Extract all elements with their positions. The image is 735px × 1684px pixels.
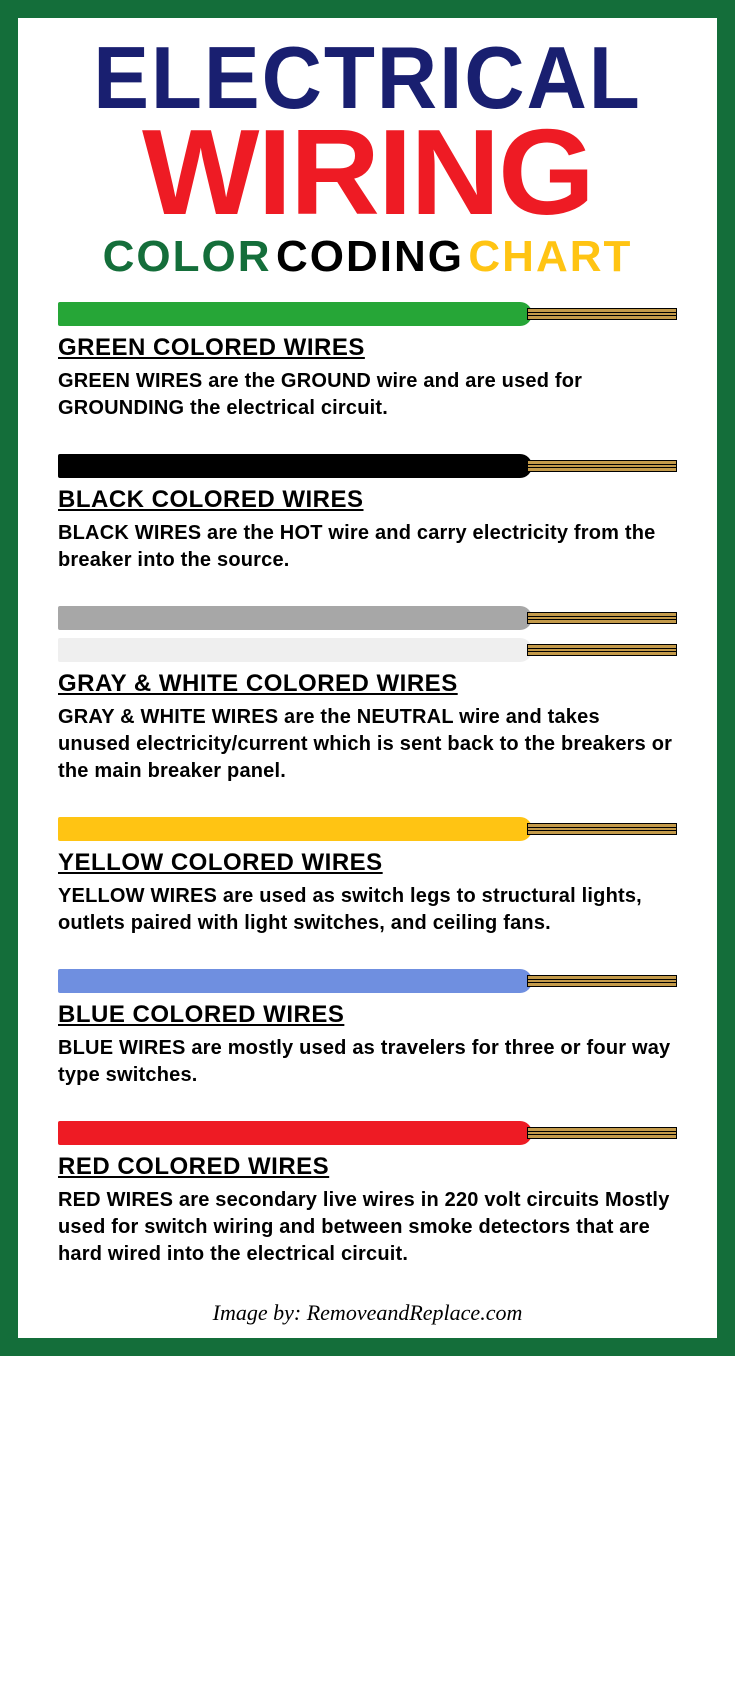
wire-graphic <box>58 638 677 662</box>
wire-graphic <box>58 969 677 993</box>
wire-heading: RED COLORED WIRES <box>58 1153 677 1181</box>
wire-graphic <box>58 817 677 841</box>
wire-section-gray-white: GRAY & WHITE COLORED WIRES GRAY & WHITE W… <box>50 606 685 785</box>
title-line-2: WIRING <box>44 115 692 231</box>
wire-insulation <box>58 606 520 630</box>
wire-conductor <box>527 308 677 320</box>
wire-heading: GRAY & WHITE COLORED WIRES <box>58 670 677 698</box>
image-credit: Image by: RemoveandReplace.com <box>50 1300 685 1330</box>
wire-description: GREEN WIRES are the GROUND wire and are … <box>58 368 677 422</box>
wire-graphic <box>58 1121 677 1145</box>
wire-graphic <box>58 606 677 630</box>
wire-description: GRAY & WHITE WIRES are the NEUTRAL wire … <box>58 704 677 785</box>
wire-conductor <box>527 823 677 835</box>
wire-graphic <box>58 454 677 478</box>
wire-section-red: RED COLORED WIRES RED WIRES are secondary… <box>50 1121 685 1268</box>
wire-conductor <box>527 612 677 624</box>
wire-description: BLACK WIRES are the HOT wire and carry e… <box>58 520 677 574</box>
wire-description: RED WIRES are secondary live wires in 22… <box>58 1187 677 1268</box>
wire-heading: BLACK COLORED WIRES <box>58 486 677 514</box>
wire-section-green: GREEN COLORED WIRES GREEN WIRES are the G… <box>50 302 685 422</box>
title-block: ELECTRICAL WIRING COLOR CODING CHART <box>50 36 685 282</box>
subtitle: COLOR CODING CHART <box>50 232 685 282</box>
wire-description: YELLOW WIRES are used as switch legs to … <box>58 883 677 937</box>
wire-insulation <box>58 638 520 662</box>
subtitle-word: CHART <box>468 232 632 281</box>
wire-conductor <box>527 460 677 472</box>
wire-section-yellow: YELLOW COLORED WIRES YELLOW WIRES are use… <box>50 817 685 937</box>
wire-section-black: BLACK COLORED WIRES BLACK WIRES are the H… <box>50 454 685 574</box>
wire-section-blue: BLUE COLORED WIRES BLUE WIRES are mostly … <box>50 969 685 1089</box>
wire-heading: YELLOW COLORED WIRES <box>58 849 677 877</box>
wire-conductor <box>527 644 677 656</box>
wire-insulation <box>58 454 520 478</box>
wire-graphic <box>58 302 677 326</box>
wire-heading: BLUE COLORED WIRES <box>58 1001 677 1029</box>
infographic-container: ELECTRICAL WIRING COLOR CODING CHART GRE… <box>0 0 735 1356</box>
wire-insulation <box>58 969 520 993</box>
wire-conductor <box>527 1127 677 1139</box>
wire-description: BLUE WIRES are mostly used as travelers … <box>58 1035 677 1089</box>
wire-conductor <box>527 975 677 987</box>
subtitle-word: COLOR <box>103 232 272 281</box>
wire-insulation <box>58 817 520 841</box>
wire-insulation <box>58 302 520 326</box>
wire-heading: GREEN COLORED WIRES <box>58 334 677 362</box>
subtitle-word: CODING <box>276 232 464 281</box>
wire-insulation <box>58 1121 520 1145</box>
wire-sections-container: GREEN COLORED WIRES GREEN WIRES are the G… <box>50 302 685 1268</box>
